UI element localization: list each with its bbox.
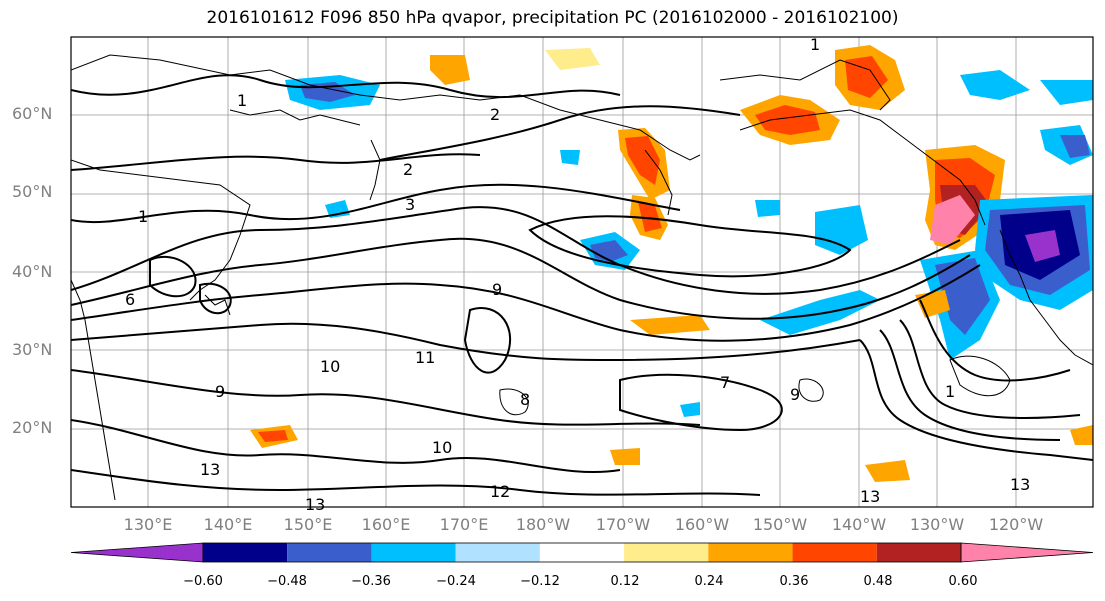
lon-label-160e: 160°E: [361, 515, 411, 534]
contour-label-1c: 1: [810, 35, 820, 54]
colorbar-segment: [287, 543, 372, 562]
contour-label-1b: 1: [237, 91, 247, 110]
colorbar-tick: −0.60: [183, 574, 223, 589]
contour-label-13b: 13: [860, 487, 880, 506]
contour-label-1d: 1: [945, 382, 955, 401]
colorbar-segment: [455, 543, 540, 562]
contour-label-9b: 9: [215, 382, 225, 401]
contour-label-7: 7: [720, 373, 730, 392]
qvapor-contours: [71, 74, 1093, 496]
colorbar-tick: 0.60: [948, 574, 978, 589]
lat-label-60n: 60°N: [12, 104, 53, 123]
lon-label-140w: 140°W: [831, 515, 887, 534]
colorbar-tick: −0.48: [267, 574, 307, 589]
colorbar-segment: [539, 543, 625, 562]
contour-label-8: 8: [520, 390, 530, 409]
contour-label-1: 1: [138, 207, 148, 226]
contour-label-12: 12: [490, 482, 510, 501]
colorbar: [70, 542, 1094, 563]
contour-label-9: 9: [492, 280, 502, 299]
colorbar-tick: 0.36: [779, 574, 809, 589]
colorbar-segment: [624, 543, 709, 562]
contour-label-13d: 13: [305, 495, 325, 514]
lon-label-150e: 150°E: [283, 515, 333, 534]
contour-label-11: 11: [415, 348, 435, 367]
colorbar-tick: 0.24: [694, 574, 724, 589]
lat-label-30n: 30°N: [12, 340, 53, 359]
lon-label-130e: 130°E: [123, 515, 173, 534]
lon-label-170w: 170°W: [595, 515, 651, 534]
lon-label-130w: 130°W: [909, 515, 965, 534]
thin-contours: [499, 355, 1011, 416]
contour-label-2b: 2: [490, 105, 500, 124]
colorbar-tick: 0.12: [610, 574, 640, 589]
contour-label-13: 13: [1010, 475, 1030, 494]
contour-label-6: 6: [125, 290, 135, 309]
colorbar-frame: [202, 542, 962, 563]
map-title: 2016101612 F096 850 hPa qvapor, precipit…: [206, 8, 899, 28]
colorbar-tick: −0.12: [520, 574, 560, 589]
colorbar-segment: [792, 543, 877, 562]
colorbar-segment: [203, 543, 288, 562]
lon-label-180w: 180°W: [515, 515, 571, 534]
colorbar-segment: [371, 543, 456, 562]
contour-label-3: 3: [405, 195, 415, 214]
colorbar-extend-high: [960, 542, 1094, 563]
lon-label-150w: 150°W: [752, 515, 808, 534]
lon-label-160w: 160°W: [674, 515, 730, 534]
lon-label-120w: 120°W: [988, 515, 1044, 534]
contour-label-9c: 9: [790, 385, 800, 404]
lat-label-40n: 40°N: [12, 262, 53, 281]
contour-label-10b: 10: [320, 357, 340, 376]
map-plot-area: [71, 37, 1093, 507]
contour-label-2: 2: [403, 160, 413, 179]
contour-label-13c: 13: [200, 460, 220, 479]
colorbar-extend-low: [70, 542, 204, 563]
lat-label-20n: 20°N: [12, 418, 53, 437]
lon-label-140e: 140°E: [203, 515, 253, 534]
colorbar-segment: [876, 543, 961, 562]
contour-label-10: 10: [432, 438, 452, 457]
colorbar-segment: [708, 543, 793, 562]
lat-label-50n: 50°N: [12, 182, 53, 201]
colorbar-tick: −0.36: [351, 574, 391, 589]
colorbar-tick: 0.48: [863, 574, 893, 589]
colorbar-tick: −0.24: [436, 574, 476, 589]
contour-labels: 3 2 2 1 1 1 9 9 9 10 10 11 12 13 13 13 1…: [125, 35, 1030, 514]
map-frame: [70, 36, 1094, 508]
lon-label-170e: 170°E: [439, 515, 489, 534]
